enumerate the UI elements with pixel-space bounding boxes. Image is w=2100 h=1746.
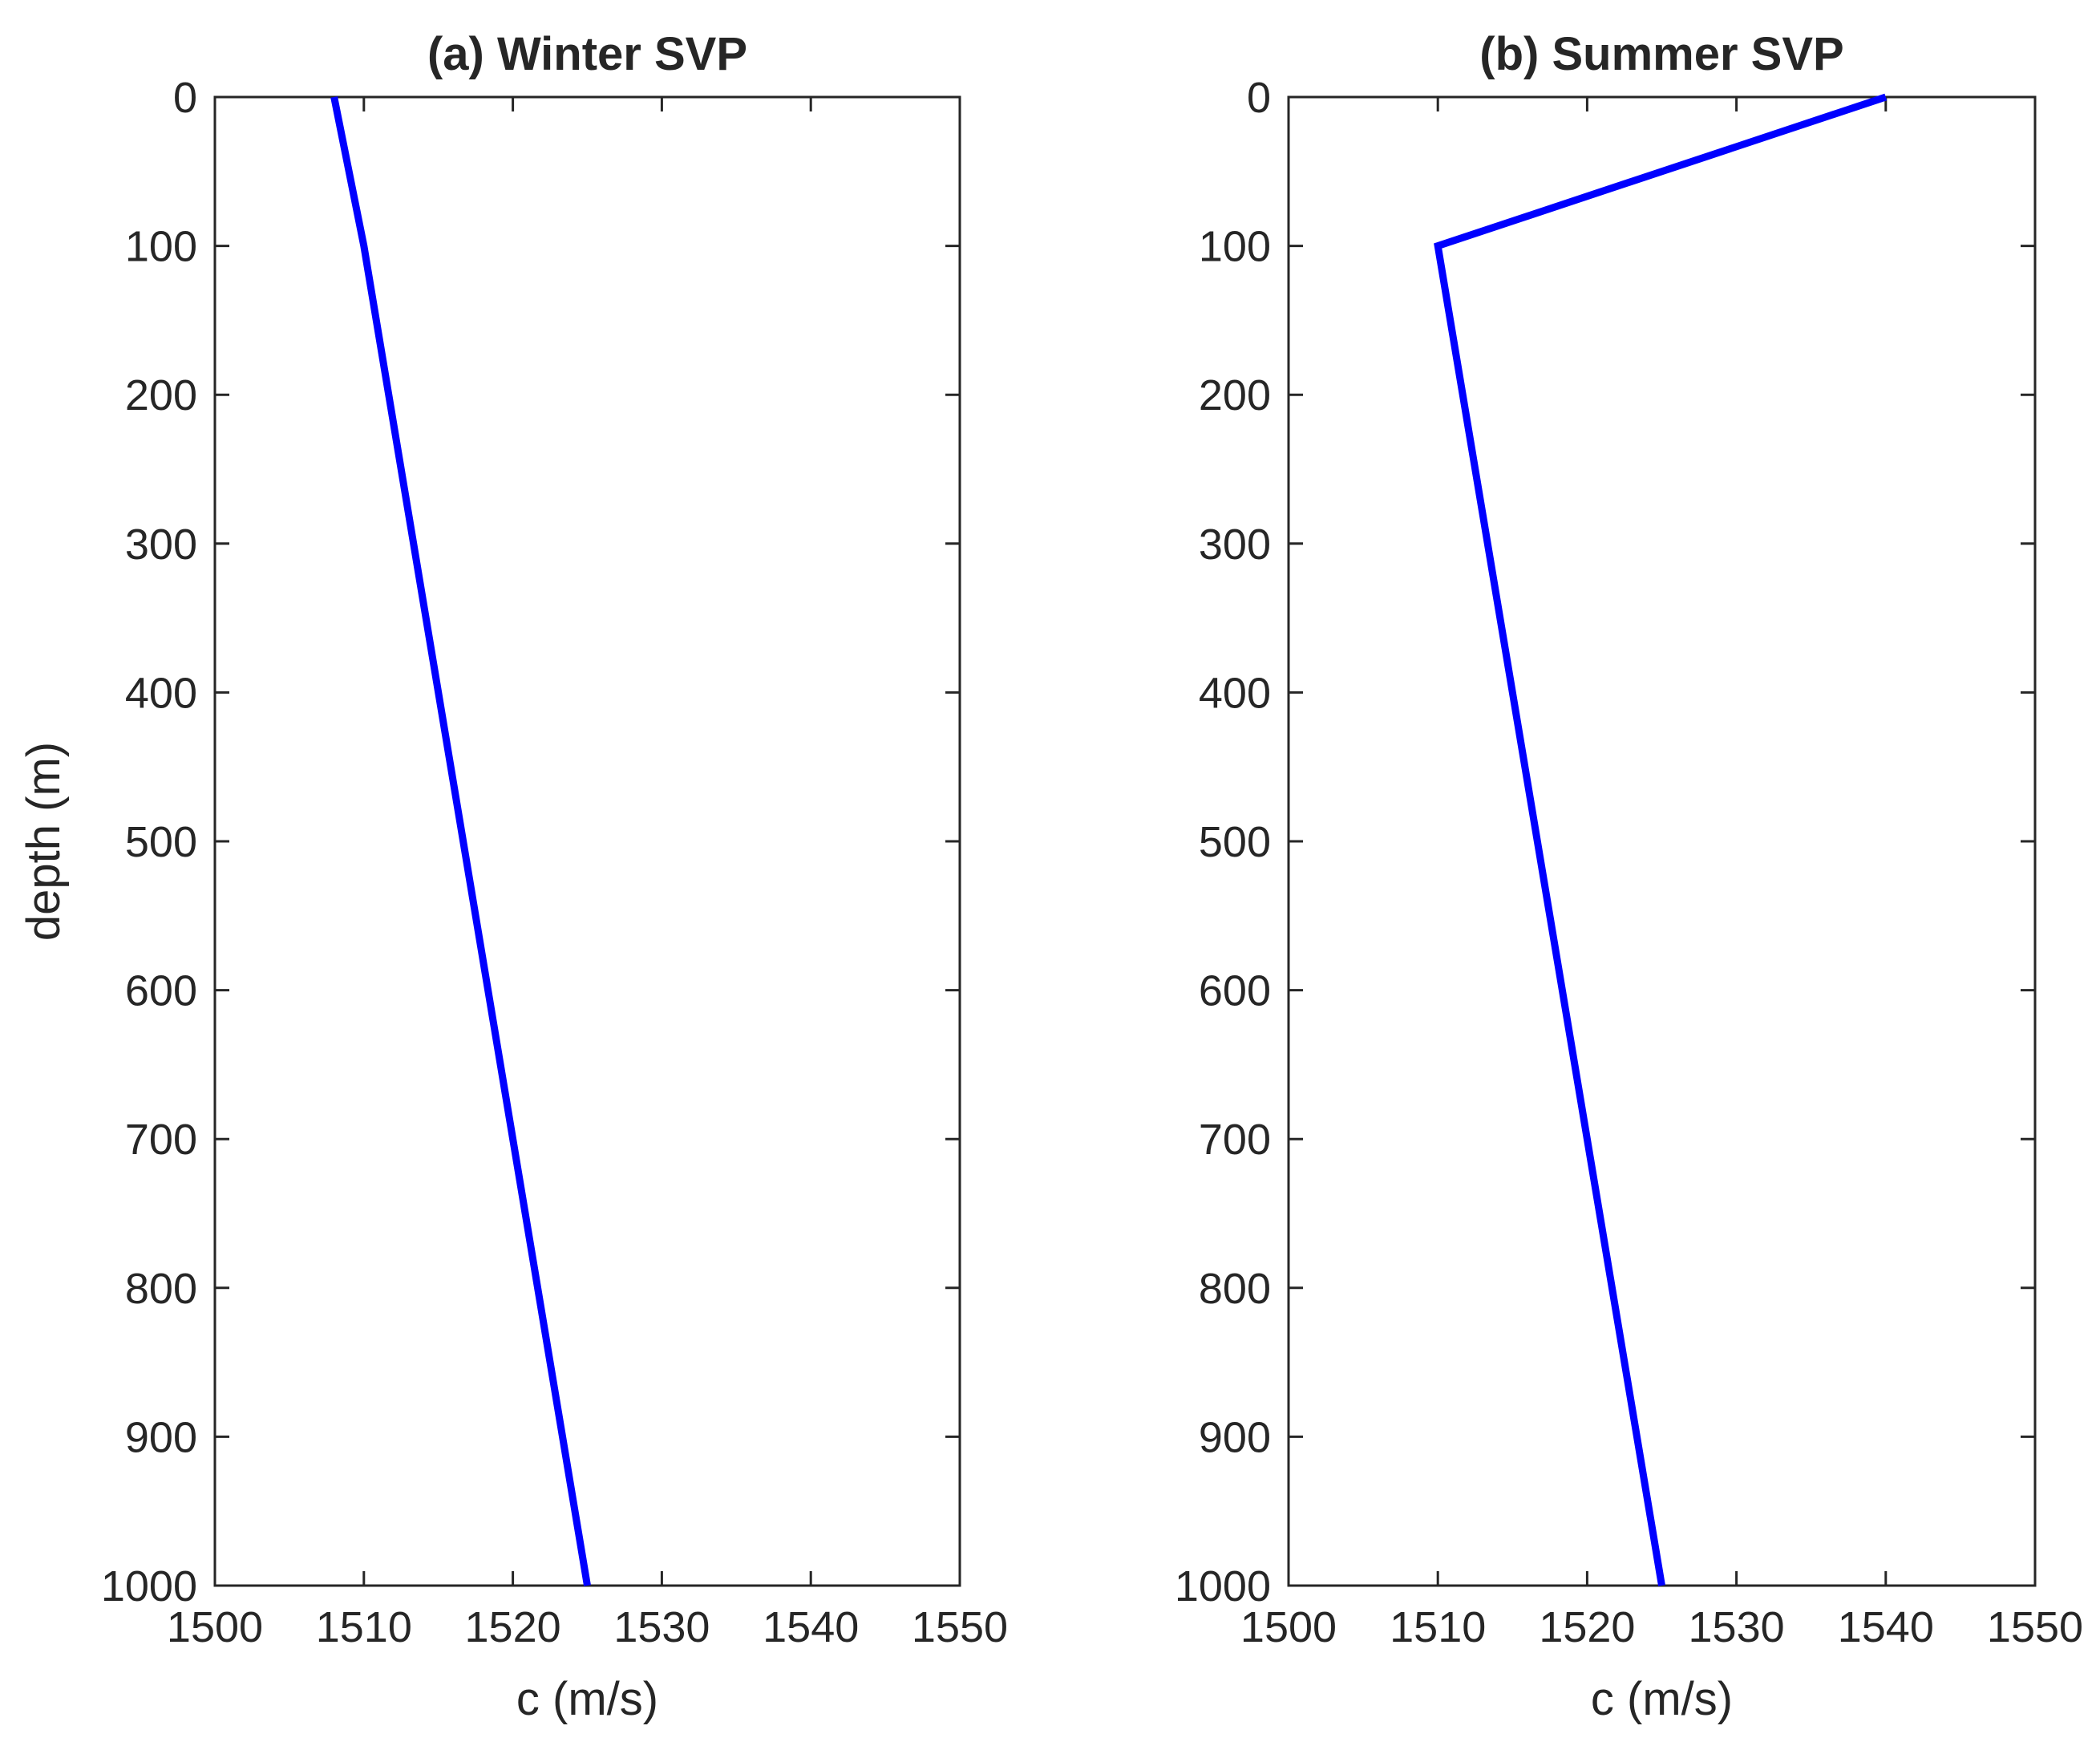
- y-tick-label: 300: [125, 521, 197, 569]
- x-tick-label: 1500: [1240, 1603, 1337, 1651]
- panel-summer-svp: 1500 1510 1520 1530 1540 1550 0 100 200 300 400 500…: [1175, 28, 2083, 1725]
- plot-frame: [1287, 95, 2037, 1587]
- y-tick-label: 1000: [101, 1562, 197, 1610]
- y-tick-label: 700: [1199, 1116, 1271, 1164]
- y-tick-label: 0: [173, 74, 197, 122]
- sound-speed-profile-line: [1434, 93, 1888, 1586]
- y-tick-label: 900: [125, 1413, 197, 1461]
- x-tick-label: 1530: [613, 1603, 710, 1651]
- y-tick-label: 800: [125, 1265, 197, 1313]
- y-tick-label: 400: [125, 669, 197, 717]
- x-tick-label: 1550: [1987, 1603, 2083, 1651]
- x-axis-label: c (m/s): [1591, 1673, 1733, 1725]
- y-tick-label: 500: [1199, 818, 1271, 866]
- x-tick-label: 1500: [167, 1603, 263, 1651]
- x-tick-label: 1510: [316, 1603, 412, 1651]
- y-tick-label: 700: [125, 1116, 197, 1164]
- x-tick-label: 1510: [1390, 1603, 1486, 1651]
- x-tick-label: 1530: [1689, 1603, 1785, 1651]
- y-tick-label: 100: [1199, 223, 1271, 271]
- y-tick-label: 300: [1199, 521, 1271, 569]
- x-tick-label: 1520: [465, 1603, 561, 1651]
- y-tick-label: 500: [125, 818, 197, 866]
- y-axis-label: depth (m): [18, 742, 70, 941]
- plot-frame: [213, 95, 961, 1587]
- sound-speed-profile-line: [330, 96, 591, 1586]
- y-tick-label: 200: [125, 371, 197, 419]
- x-tick-label: 1520: [1539, 1603, 1635, 1651]
- chart-title: (b) Summer SVP: [1479, 28, 1843, 80]
- y-tick-label: 600: [125, 967, 197, 1015]
- y-tick-label: 0: [1247, 74, 1271, 122]
- y-tick-label: 600: [1199, 967, 1271, 1015]
- y-tick-label: 1000: [1175, 1562, 1271, 1610]
- x-tick-label: 1550: [912, 1603, 1008, 1651]
- panel-winter-svp: 1500 1510 1520 1530 1540 1550 0 100 200 300 400 500…: [18, 28, 1008, 1725]
- x-axis-label: c (m/s): [516, 1673, 658, 1725]
- chart-title: (a) Winter SVP: [427, 28, 747, 80]
- y-tick-label: 900: [1199, 1413, 1271, 1461]
- y-tick-label: 100: [125, 223, 197, 271]
- y-tick-label: 200: [1199, 371, 1271, 419]
- x-tick-label: 1540: [1838, 1603, 1934, 1651]
- y-tick-label: 400: [1199, 669, 1271, 717]
- y-tick-label: 800: [1199, 1265, 1271, 1313]
- x-tick-label: 1540: [763, 1603, 859, 1651]
